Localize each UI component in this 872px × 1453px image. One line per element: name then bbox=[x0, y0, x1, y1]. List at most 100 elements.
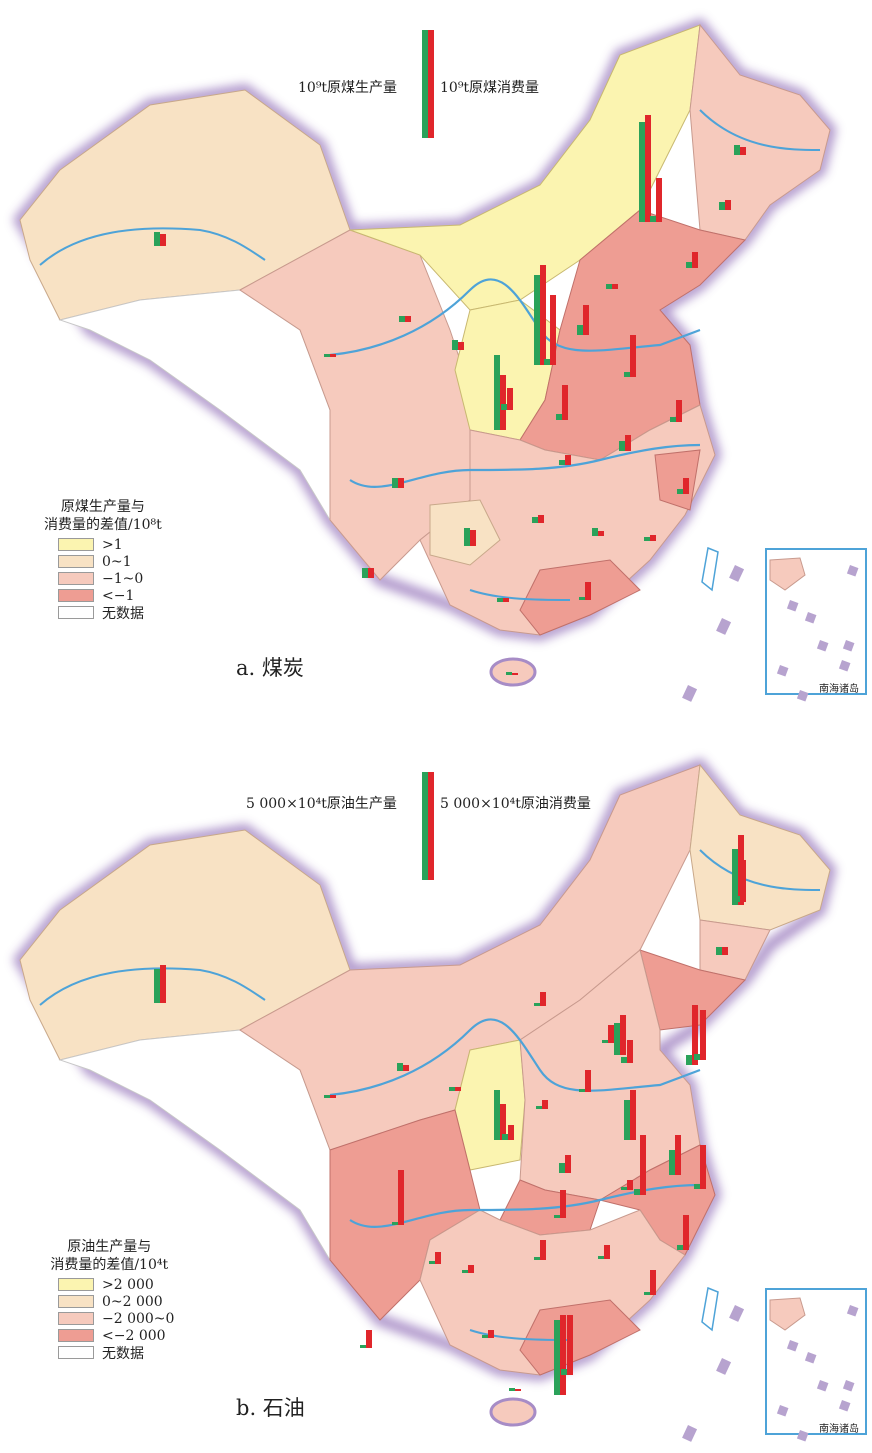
production-bar bbox=[362, 568, 368, 578]
consumption-bar bbox=[676, 400, 682, 422]
legend-title: 原油生产量与 消费量的差值/10⁴t bbox=[44, 1238, 174, 1274]
production-bar bbox=[634, 1189, 640, 1195]
production-bar bbox=[559, 460, 565, 465]
production-bar bbox=[397, 1063, 403, 1071]
consumption-bar bbox=[488, 1330, 494, 1338]
legend-row: 无数据 bbox=[44, 604, 162, 622]
consumption-bar bbox=[650, 1270, 656, 1295]
production-bar bbox=[686, 1055, 692, 1065]
production-bar bbox=[534, 1003, 540, 1006]
production-bar bbox=[501, 404, 507, 410]
legend-swatch bbox=[58, 1278, 94, 1291]
consumption-bar bbox=[366, 1330, 372, 1348]
consumption-bar bbox=[740, 860, 746, 902]
island-marker bbox=[776, 1404, 789, 1417]
production-bar bbox=[677, 1245, 683, 1250]
key-production-label: 5 000×10⁴t原油生产量 bbox=[246, 796, 397, 812]
production-bar bbox=[644, 537, 650, 541]
production-bar bbox=[606, 284, 612, 289]
consumption-bar bbox=[550, 295, 556, 365]
legend-swatch bbox=[58, 1295, 94, 1308]
production-bar bbox=[669, 1150, 675, 1175]
consumption-bar bbox=[455, 1087, 461, 1091]
island-marker bbox=[776, 665, 789, 677]
island-marker bbox=[786, 600, 799, 612]
consumption-bar bbox=[683, 478, 689, 494]
coal-map-panel: 10⁹t原煤生产量 10⁹t原煤消费量 原煤生产量与 消费量的差值/10⁸t >… bbox=[0, 0, 872, 720]
consumption-bar bbox=[565, 455, 571, 465]
region-guangdong bbox=[519, 1299, 641, 1376]
legend-title-line1: 原油生产量与 bbox=[67, 1239, 152, 1255]
legend-row: −1~0 bbox=[44, 570, 162, 587]
consumption-bar bbox=[507, 388, 513, 410]
region-taiwan bbox=[701, 1286, 719, 1332]
island-marker bbox=[804, 611, 817, 624]
consumption-bar bbox=[683, 1215, 689, 1250]
inset-label: 南海诸岛 bbox=[819, 1424, 859, 1435]
consumption-bar bbox=[567, 1315, 573, 1375]
legend-swatch bbox=[58, 555, 94, 568]
consumption-bar bbox=[458, 342, 464, 350]
production-bar bbox=[614, 1023, 620, 1055]
island-marker bbox=[786, 1339, 799, 1352]
oil-map-panel: 5 000×10⁴t原油生产量 5 000×10⁴t原油消费量 原油生产量与 消… bbox=[0, 740, 872, 1453]
production-bar bbox=[561, 1369, 567, 1375]
island-marker bbox=[816, 1379, 829, 1392]
legend-swatch bbox=[58, 1312, 94, 1325]
consumption-bar bbox=[630, 1090, 636, 1140]
consumption-bar bbox=[508, 1125, 514, 1140]
consumption-bar bbox=[160, 965, 166, 1003]
region-jilin bbox=[699, 919, 771, 981]
region-hainan bbox=[489, 1397, 537, 1427]
consumption-bar bbox=[560, 1315, 566, 1395]
consumption-bar bbox=[692, 1005, 698, 1065]
consumption-bar bbox=[640, 1135, 646, 1195]
production-bar bbox=[534, 275, 540, 365]
production-bar bbox=[534, 1257, 540, 1260]
consumption-bar bbox=[500, 375, 506, 430]
consumption-bar bbox=[368, 568, 374, 578]
coal-map-svg bbox=[12, 17, 867, 702]
legend-title-line2: 消费量的差值/10⁴t bbox=[50, 1257, 169, 1273]
legend-items: >2 000 0~2 000 −2 000~0 <−2 000 无数据 bbox=[44, 1276, 175, 1362]
region-hainan bbox=[489, 657, 537, 687]
production-bar bbox=[532, 517, 538, 523]
production-bar bbox=[556, 414, 562, 420]
legend-row: <−1 bbox=[44, 587, 162, 604]
production-bar bbox=[536, 1106, 542, 1109]
consumption-bar bbox=[692, 252, 698, 268]
consumption-bar bbox=[503, 598, 509, 602]
region-northeast bbox=[689, 23, 831, 241]
key-production-label: 10⁹t原煤生产量 bbox=[298, 80, 398, 96]
production-bar bbox=[324, 354, 330, 357]
key-consumption-label: 5 000×10⁴t原油消费量 bbox=[440, 796, 591, 812]
region-zhejiang bbox=[654, 449, 701, 511]
consumption-bar bbox=[538, 515, 544, 523]
production-bar bbox=[452, 340, 458, 350]
consumption-bar bbox=[560, 1190, 566, 1218]
legend-swatch bbox=[58, 1329, 94, 1342]
island-marker bbox=[804, 1351, 817, 1364]
legend-label: 0~2 000 bbox=[102, 1293, 163, 1310]
legend-label: −2 000~0 bbox=[102, 1310, 175, 1327]
production-bar bbox=[494, 1090, 500, 1140]
production-bar bbox=[602, 1040, 608, 1043]
production-bar bbox=[429, 1261, 435, 1264]
production-bar bbox=[592, 528, 598, 536]
island-marker bbox=[838, 660, 851, 672]
production-bar bbox=[716, 947, 722, 955]
production-bar bbox=[732, 849, 738, 905]
legend-swatch bbox=[58, 606, 94, 619]
consumption-bar bbox=[540, 1240, 546, 1260]
island-marker bbox=[682, 685, 698, 702]
consumption-bar bbox=[700, 1010, 706, 1060]
consumption-bar bbox=[540, 265, 546, 365]
consumption-bar bbox=[398, 478, 404, 488]
consumption-bar bbox=[675, 1135, 681, 1175]
legend-label: 0~1 bbox=[102, 553, 132, 570]
production-bar bbox=[154, 232, 160, 246]
legend: 原油生产量与 消费量的差值/10⁴t >2 000 0~2 000 −2 000~0… bbox=[44, 1238, 175, 1362]
legend: 原煤生产量与 消费量的差值/10⁸t >1 0~1 −1~0 <−1 无数据 bbox=[44, 498, 162, 622]
island-marker bbox=[846, 1304, 859, 1317]
production-bar bbox=[577, 325, 583, 335]
